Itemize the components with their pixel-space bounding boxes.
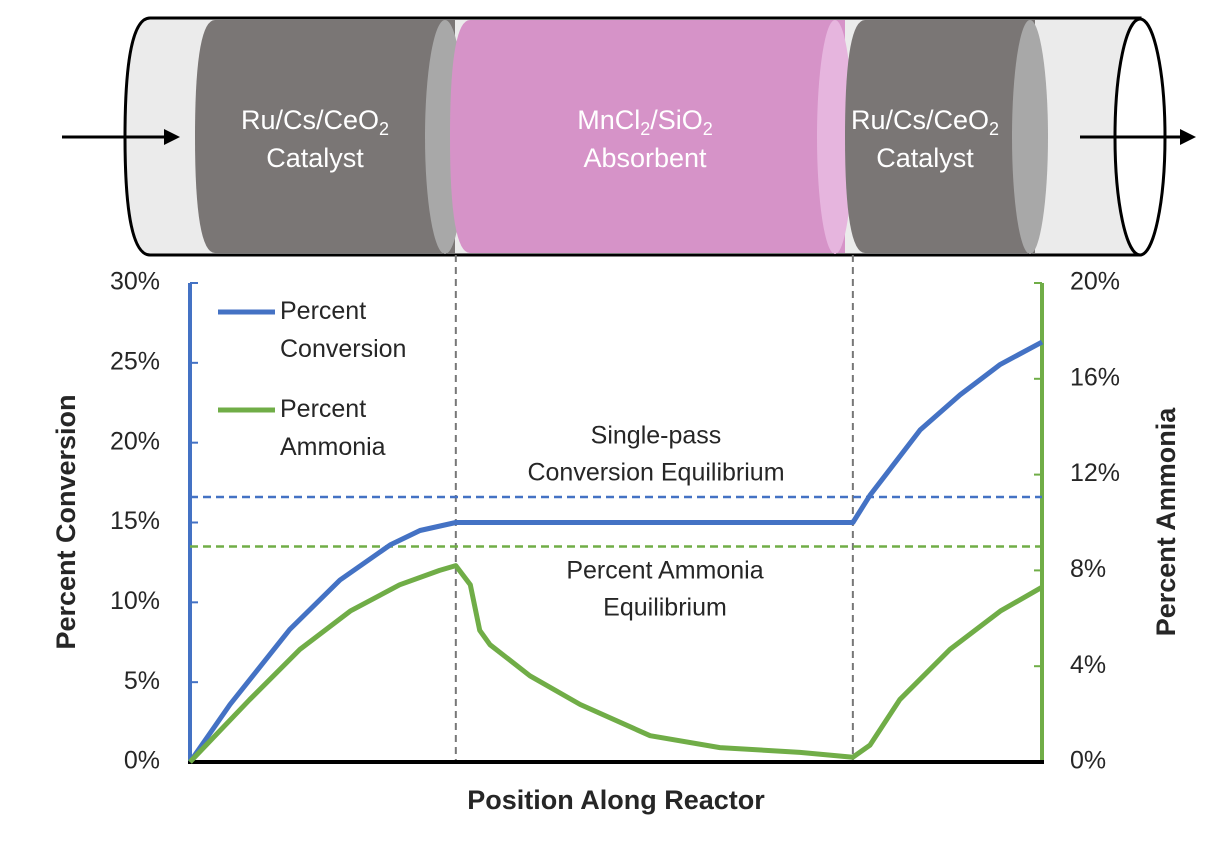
label-part: /SiO (650, 105, 703, 135)
y-tick-label: 30% (110, 268, 160, 296)
y-tick-label: 0% (124, 747, 160, 775)
legend-label: Percent Conversion (280, 297, 406, 363)
legend-label: Percent Ammonia (280, 395, 386, 461)
label-part: 2 (703, 119, 713, 139)
arrow-head (164, 129, 180, 145)
reactor-diagram (62, 16, 1196, 257)
y2-tick-label: 4% (1070, 651, 1106, 679)
catalyst-bed (845, 20, 1035, 253)
section-label: Ru/Cs/CeO2 (241, 105, 389, 139)
label-part: Ru/Cs/CeO (851, 105, 989, 135)
label-part: MnCl (577, 105, 640, 135)
y2-tick-label: 0% (1070, 747, 1106, 775)
y2-axis-title: Percent Ammonia (1151, 407, 1181, 637)
annotation: Equilibrium (603, 594, 727, 622)
x-axis-title: Position Along Reactor (467, 785, 765, 815)
legend-line: Conversion (280, 335, 406, 363)
y-tick-label: 5% (124, 667, 160, 695)
section-label: Catalyst (876, 143, 974, 173)
bed-end (1012, 20, 1048, 254)
label-part: Ru/Cs/CeO (241, 105, 379, 135)
annotation: Conversion Equilibrium (527, 459, 784, 487)
y2-tick-label: 20% (1070, 268, 1120, 296)
label-part: 2 (379, 119, 389, 139)
bed-end (817, 20, 853, 254)
section-label: Absorbent (583, 143, 707, 173)
y-axis-title: Percent Conversion (51, 394, 81, 649)
series-line (188, 563, 1044, 764)
legend-line: Ammonia (280, 433, 386, 461)
section-label: Catalyst (266, 143, 364, 173)
absorbent-bed (450, 20, 845, 253)
y-tick-label: 15% (110, 507, 160, 535)
y2-tick-label: 12% (1070, 459, 1120, 487)
annotation: Percent Ammonia (566, 557, 763, 585)
label-part: 2 (989, 119, 999, 139)
section-label: MnCl2/SiO2 (577, 105, 713, 139)
y-tick-label: 10% (110, 587, 160, 615)
label-part: 2 (640, 119, 650, 139)
y2-tick-label: 8% (1070, 555, 1106, 583)
series-line (187, 339, 1044, 764)
arrow-head (1180, 129, 1196, 145)
y-tick-label: 25% (110, 347, 160, 375)
catalyst-bed (195, 20, 455, 253)
y-tick-label: 20% (110, 427, 160, 455)
legend-line: Percent (280, 395, 366, 423)
legend-line: Percent (280, 297, 366, 325)
annotation: Single-pass (591, 422, 722, 450)
y2-tick-label: 16% (1070, 363, 1120, 391)
section-label: Ru/Cs/CeO2 (851, 105, 999, 139)
